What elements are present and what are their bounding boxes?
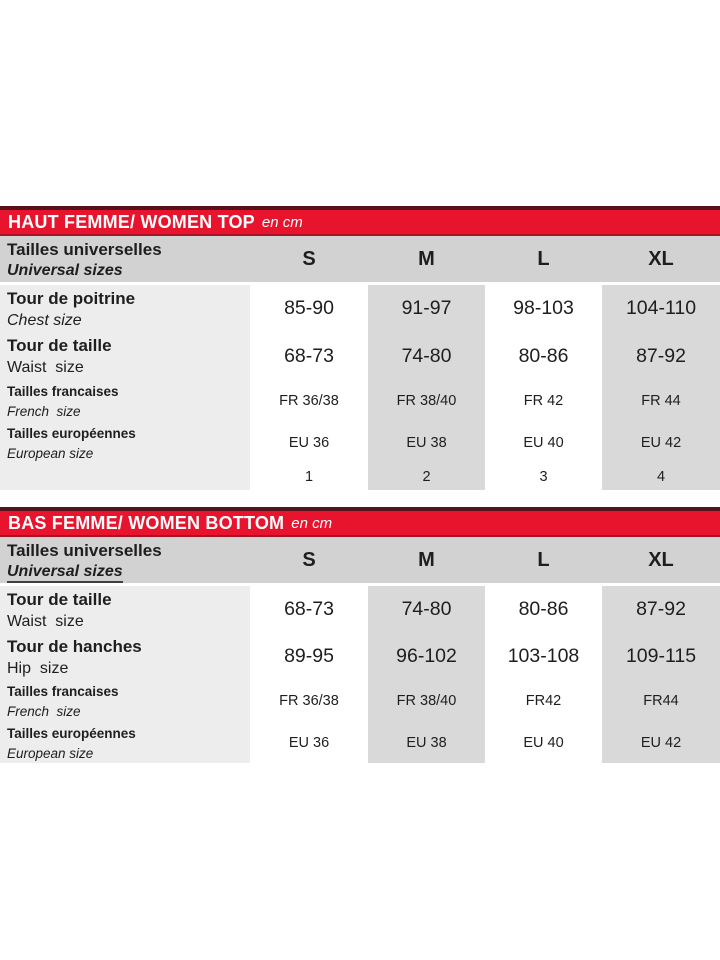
label-en: Waist size xyxy=(7,613,84,630)
table-row-french-size: Tailles francaises French size FR 36/38 … xyxy=(0,680,720,722)
label-fr: Tailles universelles xyxy=(7,240,162,259)
cell-value: EU 40 xyxy=(485,422,602,464)
table-title: HAUT FEMME/ WOMEN TOP xyxy=(8,211,255,232)
label-fr: Tailles universelles xyxy=(7,541,162,560)
cell-value: 3 xyxy=(485,464,602,490)
row-label: Tailles francaises French size xyxy=(0,380,250,422)
label-fr: Tour de poitrine xyxy=(7,289,136,308)
cell-value: FR 38/40 xyxy=(368,680,485,722)
cell-value: 74-80 xyxy=(368,332,485,380)
cell-value: 68-73 xyxy=(250,586,368,633)
cell-value: 87-92 xyxy=(602,332,720,380)
universal-sizes-label: Tailles universelles Universal sizes xyxy=(0,236,250,282)
size-header-xl: XL xyxy=(648,247,674,270)
label-en: Chest size xyxy=(7,312,82,329)
cell-value: 1 xyxy=(250,464,368,490)
cell-value: FR44 xyxy=(602,680,720,722)
label-en: French size xyxy=(7,704,81,719)
table-row-european-size: Tailles européennes European size EU 36 … xyxy=(0,722,720,763)
cell-value: EU 36 xyxy=(250,422,368,464)
label-fr: Tailles francaises xyxy=(7,684,119,699)
size-header-m: M xyxy=(418,548,435,571)
row-label: Tailles francaises French size xyxy=(0,680,250,722)
cell-value: 85-90 xyxy=(250,285,368,332)
label-en: French size xyxy=(7,404,81,419)
cell-value: FR 44 xyxy=(602,380,720,422)
women-bottom-title-bar: BAS FEMME/ WOMEN BOTTOM en cm xyxy=(0,507,720,537)
women-top-table: HAUT FEMME/ WOMEN TOP en cm Tailles univ… xyxy=(0,206,720,490)
row-label: Tailles européennes European size xyxy=(0,722,250,763)
label-en: Waist size xyxy=(7,359,84,376)
label-en: European size xyxy=(7,446,94,461)
table-row-size-index: 1 2 3 4 xyxy=(0,464,720,490)
cell-value: 74-80 xyxy=(368,586,485,633)
row-label: Tour de taille Waist size xyxy=(0,332,250,380)
table-unit-label: en cm xyxy=(291,514,333,532)
cell-value: 109-115 xyxy=(602,633,720,680)
row-label: Tour de taille Waist size xyxy=(0,586,250,633)
cell-value: 89-95 xyxy=(250,633,368,680)
cell-value: 103-108 xyxy=(485,633,602,680)
label-fr: Tailles francaises xyxy=(7,384,119,399)
cell-value: 80-86 xyxy=(485,332,602,380)
women-bottom-table: BAS FEMME/ WOMEN BOTTOM en cm Tailles un… xyxy=(0,507,720,763)
label-fr: Tour de taille xyxy=(7,590,112,609)
size-header-s: S xyxy=(302,548,316,571)
row-label: Tour de hanches Hip size xyxy=(0,633,250,680)
cell-value: EU 38 xyxy=(368,722,485,763)
label-en: Universal sizes xyxy=(7,561,250,583)
cell-value: FR 36/38 xyxy=(250,680,368,722)
label-en: European size xyxy=(7,746,94,761)
label-fr: Tailles européennes xyxy=(7,426,136,441)
table-row-hip: Tour de hanches Hip size 89-95 96-102 10… xyxy=(0,633,720,680)
table-unit-label: en cm xyxy=(261,213,303,231)
cell-value: EU 40 xyxy=(485,722,602,763)
size-header-m: M xyxy=(418,247,435,270)
underlined-label: Universal sizes xyxy=(7,563,123,583)
row-label-empty xyxy=(0,464,250,490)
size-header-row: Tailles universelles Universal sizes S M… xyxy=(0,236,720,282)
table-row-waist: Tour de taille Waist size 68-73 74-80 80… xyxy=(0,586,720,633)
cell-value: 96-102 xyxy=(368,633,485,680)
cell-value: 104-110 xyxy=(602,285,720,332)
row-label: Tailles européennes European size xyxy=(0,422,250,464)
women-top-title-bar: HAUT FEMME/ WOMEN TOP en cm xyxy=(0,206,720,236)
cell-value: EU 38 xyxy=(368,422,485,464)
table-title: BAS FEMME/ WOMEN BOTTOM xyxy=(8,512,285,533)
cell-value: FR 42 xyxy=(485,380,602,422)
cell-value: 80-86 xyxy=(485,586,602,633)
row-label: Tour de poitrine Chest size xyxy=(0,285,250,332)
cell-value: EU 36 xyxy=(250,722,368,763)
table-row-french-size: Tailles francaises French size FR 36/38 … xyxy=(0,380,720,422)
table-row-chest: Tour de poitrine Chest size 85-90 91-97 … xyxy=(0,285,720,332)
cell-value: 68-73 xyxy=(250,332,368,380)
cell-value: 91-97 xyxy=(368,285,485,332)
label-fr: Tailles européennes xyxy=(7,726,136,741)
cell-value: FR 36/38 xyxy=(250,380,368,422)
cell-value: FR42 xyxy=(485,680,602,722)
cell-value: 87-92 xyxy=(602,586,720,633)
table-row-waist: Tour de taille Waist size 68-73 74-80 80… xyxy=(0,332,720,380)
size-chart-page: HAUT FEMME/ WOMEN TOP en cm Tailles univ… xyxy=(0,206,720,763)
cell-value: EU 42 xyxy=(602,422,720,464)
table-row-european-size: Tailles européennes European size EU 36 … xyxy=(0,422,720,464)
cell-value: 2 xyxy=(368,464,485,490)
label-fr: Tour de hanches xyxy=(7,637,142,656)
cell-value: EU 42 xyxy=(602,722,720,763)
label-fr: Tour de taille xyxy=(7,336,112,355)
universal-sizes-label: Tailles universelles Universal sizes xyxy=(0,537,250,583)
label-en: Universal sizes xyxy=(7,262,123,279)
cell-value: 98-103 xyxy=(485,285,602,332)
size-header-l: L xyxy=(537,247,550,270)
cell-value: 4 xyxy=(602,464,720,490)
cell-value: FR 38/40 xyxy=(368,380,485,422)
size-header-l: L xyxy=(537,548,550,571)
size-header-s: S xyxy=(302,247,316,270)
size-header-xl: XL xyxy=(648,548,674,571)
size-header-row: Tailles universelles Universal sizes S M… xyxy=(0,537,720,583)
label-en: Hip size xyxy=(7,660,69,677)
